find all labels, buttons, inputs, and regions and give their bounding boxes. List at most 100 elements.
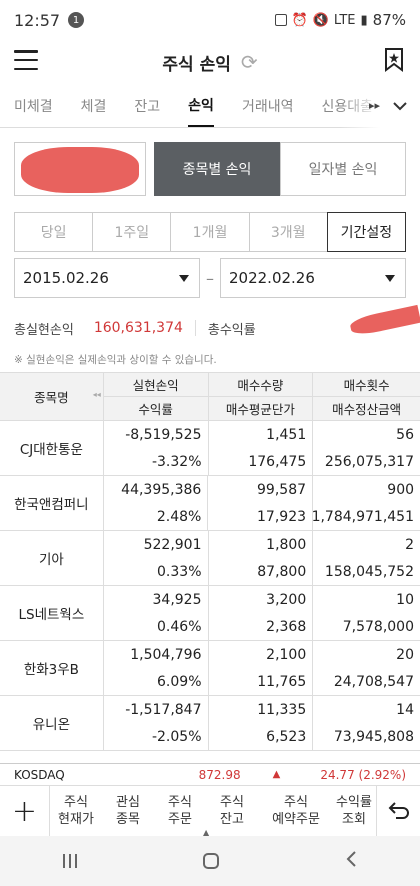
tab-unfilled[interactable]: 미체결 bbox=[14, 98, 53, 115]
home-icon[interactable] bbox=[203, 853, 219, 869]
menu-icon[interactable] bbox=[14, 50, 38, 70]
page-title: 주식 손익 bbox=[162, 54, 231, 75]
table-row[interactable]: 한화3우B 1,504,796 6.09% 2,100 11,765 20 24,70… bbox=[0, 641, 420, 696]
header-buy-qty[interactable]: 매수수량 bbox=[208, 373, 313, 397]
table-row[interactable]: 한국앤컴퍼니 44,395,386 2.48% 99,587 17,923 900 1… bbox=[0, 476, 420, 531]
return-rate: -2.05% bbox=[151, 728, 202, 745]
tab-transactions[interactable]: 거래내역 bbox=[241, 98, 294, 115]
back-icon[interactable] bbox=[345, 849, 357, 873]
alarm-icon: ⏰ bbox=[291, 12, 308, 28]
buy-qty: 1,800 bbox=[266, 536, 307, 553]
nav-reserved-order[interactable]: 주식 예약주문 bbox=[272, 795, 320, 827]
tab-scroll-arrows-icon[interactable]: ▸▸ bbox=[368, 99, 380, 112]
index-ticker[interactable]: KOSDAQ 872.98 ▲ 24.77 (2.92%) bbox=[0, 763, 420, 785]
header-col-1: 실현손익 수익률 bbox=[103, 373, 209, 420]
stock-name: LS네트웍스 bbox=[0, 586, 104, 640]
nav-stock-order[interactable]: 주식 주문 bbox=[168, 795, 192, 827]
buy-qty: 1,451 bbox=[266, 426, 307, 443]
buy-avg-price: 87,800 bbox=[257, 563, 307, 580]
date-separator: – bbox=[206, 268, 214, 288]
total-realized-label: 총실현손익 bbox=[14, 322, 74, 338]
index-change: 24.77 (2.92%) bbox=[320, 767, 406, 782]
header-buy-amount[interactable]: 매수정산금액 bbox=[332, 402, 402, 417]
header-buy-count[interactable]: 매수횟수 bbox=[313, 373, 420, 397]
buy-avg-price: 11,765 bbox=[257, 673, 307, 690]
plus-icon[interactable]: + bbox=[0, 785, 50, 837]
return-rate: 6.09% bbox=[157, 673, 202, 690]
buy-count: 14 bbox=[396, 701, 414, 718]
header-return-rate[interactable]: 수익률 bbox=[138, 402, 173, 417]
recent-apps-icon[interactable] bbox=[63, 854, 77, 868]
buy-amount: 73,945,808 bbox=[333, 728, 414, 745]
realized-pl: 44,395,386 bbox=[121, 481, 202, 498]
bottom-nav: + 주식 현재가 관심 종목 주식 주문 주식 잔고 주식 예약주문 수익률 조… bbox=[0, 785, 420, 837]
end-date-value: 2022.02.26 bbox=[229, 269, 315, 287]
table-row[interactable]: 유니온 -1,517,847 -2.05% 11,335 6,523 14 73,94… bbox=[0, 696, 420, 751]
buy-amount: 158,045,752 bbox=[324, 563, 414, 580]
realized-pl: 1,504,796 bbox=[130, 646, 202, 663]
chevron-down-icon[interactable] bbox=[380, 84, 420, 128]
buy-qty: 11,335 bbox=[257, 701, 307, 718]
nav-stock-price[interactable]: 주식 현재가 bbox=[58, 795, 94, 827]
end-date-select[interactable]: 2022.02.26 bbox=[220, 258, 406, 298]
redaction-mark bbox=[21, 147, 139, 193]
buy-count: 2 bbox=[405, 536, 414, 553]
period-custom-button[interactable]: 기간설정 bbox=[326, 212, 407, 252]
tab-balance[interactable]: 잔고 bbox=[134, 98, 161, 115]
battery-percent: 87% bbox=[372, 11, 406, 29]
buy-qty: 2,100 bbox=[266, 646, 307, 663]
period-3month-button[interactable]: 3개월 bbox=[248, 212, 327, 252]
start-date-select[interactable]: 2015.02.26 bbox=[14, 258, 200, 298]
status-bar: 12:57 1 ⏰ 🔇 LTE ▮ 87% bbox=[0, 0, 420, 40]
stock-name: 유니온 bbox=[0, 696, 104, 750]
buy-amount: 24,708,547 bbox=[333, 673, 414, 690]
buy-count: 56 bbox=[396, 426, 414, 443]
buy-count: 900 bbox=[387, 481, 415, 498]
by-date-button[interactable]: 일자별 손익 bbox=[280, 142, 406, 196]
back-arrow-icon[interactable] bbox=[376, 785, 420, 837]
period-today-button[interactable]: 당일 bbox=[14, 212, 93, 252]
nav-stock-balance[interactable]: 주식 잔고 bbox=[220, 795, 244, 827]
tab-filled[interactable]: 체결 bbox=[80, 98, 107, 115]
period-selector: 당일 1주일 1개월 3개월 기간설정 bbox=[0, 212, 420, 252]
buy-amount: 1,784,971,451 bbox=[311, 508, 415, 525]
index-name: KOSDAQ bbox=[14, 767, 65, 782]
return-rate: 0.33% bbox=[157, 563, 202, 580]
nav-watchlist[interactable]: 관심 종목 bbox=[116, 795, 140, 827]
disclaimer-note: ※ 실현손익은 실제손익과 상이할 수 있습니다. bbox=[14, 354, 217, 366]
period-1month-button[interactable]: 1개월 bbox=[170, 212, 249, 252]
refresh-icon[interactable]: ⟳ bbox=[240, 50, 258, 74]
page-title-wrap: 주식 손익 ⟳ bbox=[162, 50, 257, 75]
table-row[interactable]: CJ대한통운 -8,519,525 -3.32% 1,451 176,475 56 2… bbox=[0, 421, 420, 476]
header-col-3: 매수횟수 매수정산금액 bbox=[313, 373, 420, 420]
total-realized-value: 160,631,374 bbox=[93, 320, 183, 336]
header-realized-pl[interactable]: 실현손익 bbox=[103, 373, 208, 397]
period-1week-button[interactable]: 1주일 bbox=[92, 212, 171, 252]
stock-name: 기아 bbox=[0, 531, 104, 585]
nav-return-inquiry[interactable]: 수익률 조회 bbox=[336, 795, 372, 827]
account-selector[interactable] bbox=[14, 142, 146, 196]
buy-qty: 3,200 bbox=[266, 591, 307, 608]
tab-profit-loss[interactable]: 손익 bbox=[188, 84, 214, 127]
buy-qty: 99,587 bbox=[257, 481, 307, 498]
status-time: 12:57 bbox=[14, 10, 61, 30]
by-item-button[interactable]: 종목별 손익 bbox=[154, 142, 280, 196]
header-name-label: 종목명 bbox=[34, 390, 69, 405]
scroll-left-icon[interactable]: ◂◂ bbox=[92, 390, 101, 399]
return-rate: 2.48% bbox=[156, 508, 202, 525]
chevron-up-icon[interactable]: ▲ bbox=[203, 828, 210, 837]
dropdown-caret-icon bbox=[179, 275, 189, 282]
buy-avg-price: 6,523 bbox=[266, 728, 307, 745]
table-row[interactable]: 기아 522,901 0.33% 1,800 87,800 2 158,045,752 bbox=[0, 531, 420, 586]
divider bbox=[194, 320, 196, 336]
realized-pl: 522,901 bbox=[143, 536, 202, 553]
header-col-2: 매수수량 매수평균단가 bbox=[208, 373, 314, 420]
network-label: LTE bbox=[333, 12, 356, 28]
table-row[interactable]: LS네트웍스 34,925 0.46% 3,200 2,368 10 7,578,00… bbox=[0, 586, 420, 641]
signal-icon: ▮ bbox=[360, 12, 368, 28]
bookmark-icon[interactable] bbox=[384, 48, 404, 72]
header-buy-avg-price[interactable]: 매수평균단가 bbox=[225, 402, 295, 417]
stock-name: CJ대한통운 bbox=[0, 421, 104, 475]
redaction-mark bbox=[348, 304, 420, 338]
summary-row: 총실현손익 160,631,374 총수익률 bbox=[0, 304, 420, 350]
